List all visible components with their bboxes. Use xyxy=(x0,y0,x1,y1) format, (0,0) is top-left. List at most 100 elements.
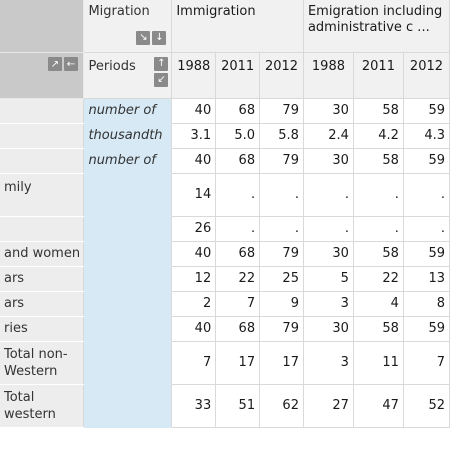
value-cell: 30 xyxy=(303,148,354,174)
periods-dimension-header[interactable]: Periods ↑ ↙ xyxy=(83,52,173,99)
value-cell: . xyxy=(353,173,404,217)
row-label: and women xyxy=(0,241,85,267)
value-cell: 58 xyxy=(353,316,404,342)
value-cell: 68 xyxy=(215,316,261,342)
value-cell: 79 xyxy=(259,316,304,342)
value-cell: 58 xyxy=(353,241,404,267)
value-cell: 26 xyxy=(171,216,217,242)
value-cell: . xyxy=(403,173,450,217)
year-header[interactable]: 2012 xyxy=(259,52,304,99)
collapse-icon[interactable]: ↘ xyxy=(136,30,151,45)
row-label: Total western xyxy=(0,384,85,428)
value-cell: 33 xyxy=(171,384,217,428)
row-label xyxy=(0,123,85,149)
row-label-line1: Total xyxy=(4,389,35,405)
collapse-periods-icon[interactable]: ↙ xyxy=(154,72,169,87)
unit-cell: thousandth xyxy=(83,123,173,149)
unit-cell xyxy=(83,291,173,317)
table-row: ars 2 7 9 3 4 8 xyxy=(0,291,450,317)
value-cell: 79 xyxy=(259,241,304,267)
value-cell: 9 xyxy=(259,291,304,317)
expand-icon[interactable]: ↗ xyxy=(48,57,62,71)
value-cell: . xyxy=(215,216,261,242)
value-cell: 8 xyxy=(403,291,450,317)
value-cell: 68 xyxy=(215,148,261,174)
emigration-header[interactable]: Emigration including administrative c ..… xyxy=(303,0,450,53)
value-cell: 47 xyxy=(353,384,404,428)
table-row: ars 12 22 25 5 22 13 xyxy=(0,266,450,292)
value-cell: 3.1 xyxy=(171,123,217,149)
value-cell: 59 xyxy=(403,241,450,267)
row-label: ars xyxy=(0,266,85,292)
unit-cell xyxy=(83,241,173,267)
table-row: Total western 33 51 62 27 47 52 xyxy=(0,384,450,428)
value-cell: 7 xyxy=(215,291,261,317)
unit-cell xyxy=(83,341,173,385)
value-cell: 59 xyxy=(403,148,450,174)
unit-cell xyxy=(83,216,173,242)
value-cell: . xyxy=(303,216,354,242)
year-header[interactable]: 1988 xyxy=(171,52,217,99)
row-label: Total non- Western xyxy=(0,341,85,385)
value-cell: 17 xyxy=(215,341,261,385)
corner-cell xyxy=(0,0,85,53)
move-down-icon[interactable]: ↓ xyxy=(152,30,167,45)
table-row: number of 40 68 79 30 58 59 xyxy=(0,98,450,124)
value-cell: 40 xyxy=(171,241,217,267)
table-row: mily 14 . . . . . xyxy=(0,173,450,217)
value-cell: 30 xyxy=(303,241,354,267)
value-cell: 11 xyxy=(353,341,404,385)
value-cell: . xyxy=(259,216,304,242)
value-cell: 12 xyxy=(171,266,217,292)
value-cell: 22 xyxy=(353,266,404,292)
migration-dimension-header[interactable]: Migration ↘ ↓ xyxy=(83,0,173,53)
value-cell: 79 xyxy=(259,98,304,124)
unit-cell: number of xyxy=(83,148,173,174)
value-cell: 79 xyxy=(259,148,304,174)
row-label-line2: Western xyxy=(4,363,58,379)
emigration-label-line1: Emigration including xyxy=(307,4,443,19)
value-cell: 52 xyxy=(403,384,450,428)
row-label: ars xyxy=(0,291,85,317)
row-dimension-controls: ↗ ← xyxy=(0,52,85,99)
table-row: Total non- Western 7 17 17 3 11 7 xyxy=(0,341,450,385)
periods-label: Periods xyxy=(88,58,136,74)
row-label xyxy=(0,98,85,124)
value-cell: 3 xyxy=(303,291,354,317)
value-cell: 30 xyxy=(303,98,354,124)
row-label-line1: Total non- xyxy=(4,346,68,362)
value-cell: 4.2 xyxy=(353,123,404,149)
value-cell: 30 xyxy=(303,316,354,342)
statistics-table: Migration ↘ ↓ Immigration Emigration incl… xyxy=(0,0,450,428)
value-cell: 4 xyxy=(353,291,404,317)
emigration-label-line2: administrative c ... xyxy=(307,20,430,35)
year-header[interactable]: 2012 xyxy=(403,52,450,99)
immigration-header[interactable]: Immigration xyxy=(171,0,304,53)
value-cell: . xyxy=(353,216,404,242)
migration-label: Migration xyxy=(88,4,150,19)
unit-cell xyxy=(83,173,173,217)
value-cell: 40 xyxy=(171,148,217,174)
year-header[interactable]: 2011 xyxy=(215,52,261,99)
value-cell: 4.3 xyxy=(403,123,450,149)
year-header[interactable]: 1988 xyxy=(303,52,354,99)
value-cell: 2.4 xyxy=(303,123,354,149)
year-header[interactable]: 2011 xyxy=(353,52,404,99)
value-cell: 5.0 xyxy=(215,123,261,149)
value-cell: 3 xyxy=(303,341,354,385)
value-cell: 27 xyxy=(303,384,354,428)
table-row: number of 40 68 79 30 58 59 xyxy=(0,148,450,174)
row-label xyxy=(0,148,85,174)
table-row: and women 40 68 79 30 58 59 xyxy=(0,241,450,267)
table-row: ries 40 68 79 30 58 59 xyxy=(0,316,450,342)
value-cell: 58 xyxy=(353,98,404,124)
value-cell: . xyxy=(303,173,354,217)
value-cell: 40 xyxy=(171,316,217,342)
move-up-icon[interactable]: ↑ xyxy=(154,56,169,71)
move-left-icon[interactable]: ← xyxy=(64,57,78,71)
value-cell: 40 xyxy=(171,98,217,124)
value-cell: 5.8 xyxy=(259,123,304,149)
value-cell: . xyxy=(259,173,304,217)
value-cell: 51 xyxy=(215,384,261,428)
